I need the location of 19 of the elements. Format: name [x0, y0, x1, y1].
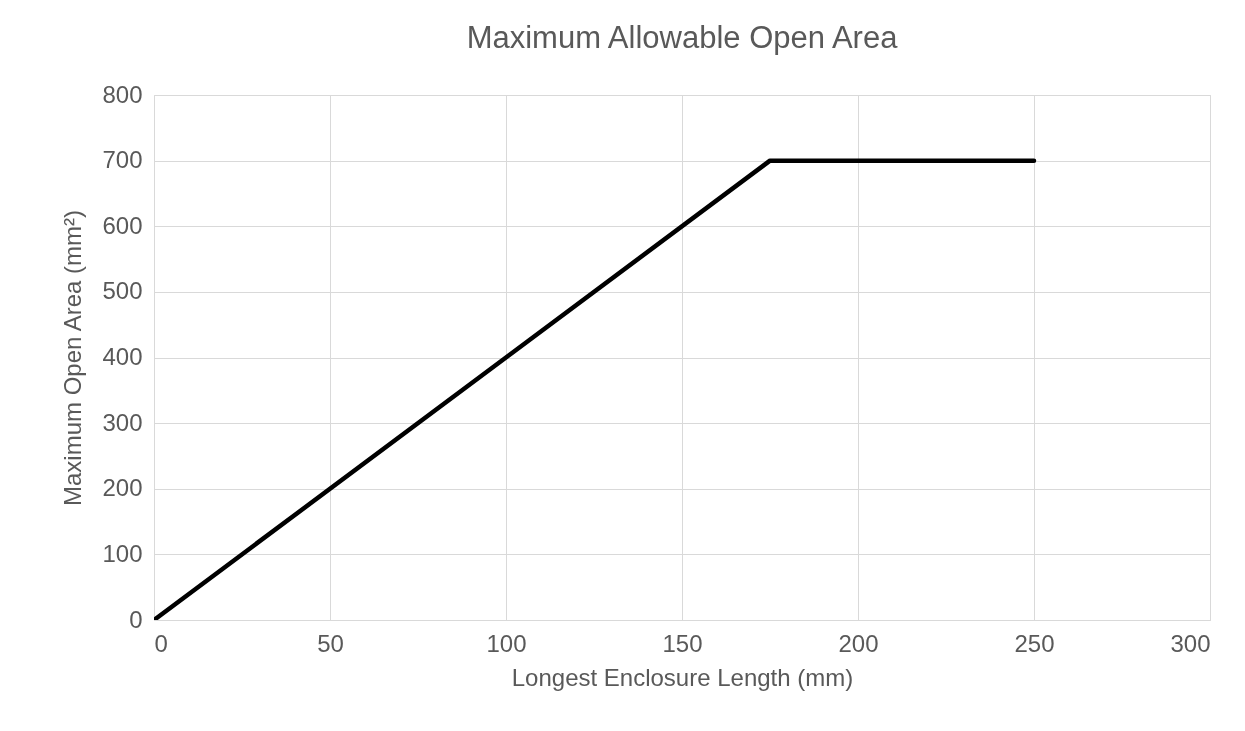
- y-tick-label: 0: [129, 605, 143, 633]
- x-tick-label: 300: [1170, 629, 1211, 657]
- x-tick-label: 50: [317, 629, 344, 657]
- y-axis-title: Maximum Open Area (mm²): [59, 209, 87, 507]
- y-tick-label: 500: [102, 277, 143, 305]
- y-tick-label: 700: [102, 146, 143, 174]
- x-tick-label: 200: [838, 629, 879, 657]
- x-tick-label: 0: [154, 629, 168, 657]
- y-tick-label: 600: [102, 211, 143, 239]
- y-tick-label: 300: [102, 408, 143, 436]
- y-tick-label: 100: [102, 539, 143, 567]
- x-tick-label: 150: [662, 629, 703, 657]
- chart-title: Maximum Allowable Open Area: [466, 20, 899, 55]
- y-tick-label: 200: [102, 474, 143, 502]
- x-axis-title: Longest Enclosure Length (mm): [511, 663, 854, 691]
- y-tick-label: 400: [102, 343, 143, 370]
- x-tick-label: 250: [1014, 629, 1055, 657]
- x-tick-label: 100: [486, 629, 527, 657]
- y-tick-label: 800: [102, 80, 143, 108]
